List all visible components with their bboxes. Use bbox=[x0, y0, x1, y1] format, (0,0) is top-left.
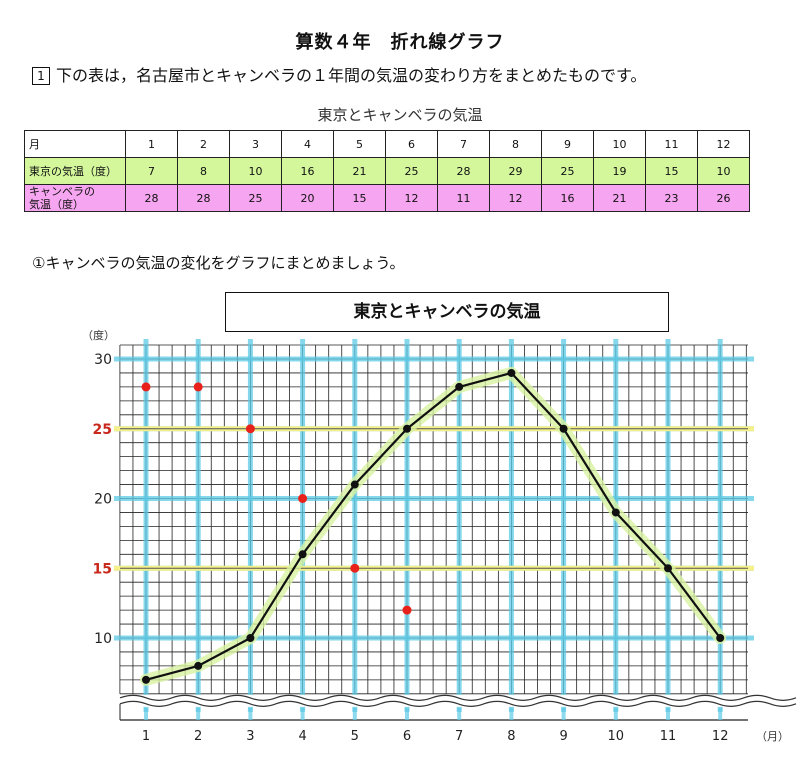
x-tick-label: 5 bbox=[351, 729, 359, 744]
page-title: 算数４年 折れ線グラフ bbox=[295, 32, 505, 53]
month-cell: 10 bbox=[593, 130, 646, 158]
question-text: ①キャンベラの気温の変化をグラフにまとめましょう。 bbox=[32, 254, 405, 272]
x-axis-label: （月） bbox=[756, 730, 789, 743]
canberra-label-line2: 気温（度） bbox=[29, 198, 84, 211]
month-label: 月 bbox=[24, 130, 126, 158]
tokyo-cell: 19 bbox=[593, 157, 646, 185]
month-cell: 12 bbox=[697, 130, 750, 158]
canberra-cell: 28 bbox=[125, 184, 178, 212]
x-tick-label: 2 bbox=[194, 729, 202, 744]
canberra-data-point bbox=[245, 424, 255, 434]
canberra-data-point bbox=[350, 563, 360, 573]
table-caption: 東京とキャンベラの気温 bbox=[317, 106, 483, 124]
problem-text: 下の表は，名古屋市とキャンベラの１年間の気温の変わり方をまとめたものです。 bbox=[56, 66, 647, 85]
tokyo-data-point bbox=[298, 550, 307, 559]
canberra-data-point bbox=[402, 605, 412, 615]
canberra-data-point bbox=[298, 494, 308, 503]
axis-break-line bbox=[119, 694, 797, 701]
tokyo-cell: 29 bbox=[489, 157, 542, 185]
canberra-cell: 20 bbox=[281, 184, 334, 212]
canberra-cell: 12 bbox=[385, 184, 438, 212]
tokyo-data-point bbox=[559, 424, 568, 433]
x-tick-label: 6 bbox=[403, 729, 411, 744]
x-tick-label: 8 bbox=[507, 729, 515, 744]
temperature-table: 月 1 2 3 4 5 6 7 8 9 10 11 12 東京の気温（度） 7 … bbox=[24, 130, 750, 212]
problem-statement: 1 下の表は，名古屋市とキャンベラの１年間の気温の変わり方をまとめたものです。 bbox=[32, 62, 646, 86]
y-tick-label: 20 bbox=[94, 492, 112, 508]
canberra-label: キャンベラの 気温（度） bbox=[24, 184, 126, 212]
tokyo-cell: 25 bbox=[385, 157, 438, 185]
x-tick-label: 3 bbox=[246, 729, 254, 744]
x-tick-label: 7 bbox=[455, 729, 463, 744]
canberra-cell: 26 bbox=[697, 184, 750, 212]
month-cell: 6 bbox=[385, 130, 438, 158]
tokyo-data-point bbox=[194, 661, 203, 670]
canberra-data-point bbox=[193, 382, 203, 392]
tokyo-cell: 10 bbox=[697, 157, 750, 185]
tokyo-data-point bbox=[611, 508, 620, 517]
problem-number-box: 1 bbox=[32, 67, 50, 85]
x-tick-label: 12 bbox=[712, 729, 729, 744]
tokyo-series-line bbox=[145, 371, 722, 681]
month-cell: 1 bbox=[125, 130, 178, 158]
canberra-cell: 12 bbox=[489, 184, 542, 212]
canberra-cell: 23 bbox=[645, 184, 698, 212]
tokyo-cell: 21 bbox=[333, 157, 386, 185]
canberra-cell: 28 bbox=[177, 184, 230, 212]
tokyo-label: 東京の気温（度） bbox=[24, 157, 126, 185]
tokyo-cell: 15 bbox=[645, 157, 698, 185]
y-tick-label: 15 bbox=[93, 561, 112, 577]
y-tick-label: 10 bbox=[94, 631, 112, 647]
axis-break-line bbox=[119, 700, 797, 707]
y-tick-label: 25 bbox=[93, 422, 112, 438]
canberra-cell: 15 bbox=[333, 184, 386, 212]
table-row-tokyo: 東京の気温（度） 7 8 10 16 21 25 28 29 25 19 15 … bbox=[24, 157, 750, 185]
canberra-cell: 25 bbox=[229, 184, 282, 212]
tokyo-cell: 10 bbox=[229, 157, 282, 185]
y-axis-label: （度） bbox=[82, 328, 115, 342]
x-tick-label: 4 bbox=[298, 729, 306, 744]
tokyo-data-point bbox=[142, 675, 150, 684]
table-row-months: 月 1 2 3 4 5 6 7 8 9 10 11 12 bbox=[24, 130, 750, 158]
tokyo-data-point bbox=[455, 382, 464, 391]
tokyo-data-point bbox=[716, 634, 725, 642]
tokyo-cell: 28 bbox=[437, 157, 490, 185]
tokyo-data-point bbox=[246, 634, 255, 642]
x-tick-label: 9 bbox=[559, 729, 567, 744]
x-tick-label: 11 bbox=[660, 729, 677, 744]
tokyo-data-point bbox=[664, 564, 672, 573]
canberra-data-point bbox=[141, 382, 151, 392]
canberra-label-line1: キャンベラの bbox=[29, 185, 95, 198]
canberra-cell: 16 bbox=[541, 184, 594, 212]
x-tick-label: 1 bbox=[142, 729, 150, 744]
tokyo-data-point bbox=[507, 368, 516, 377]
x-tick-label: 10 bbox=[608, 729, 625, 744]
tokyo-data-point bbox=[403, 424, 411, 433]
y-tick-label: 30 bbox=[94, 352, 112, 368]
chart-title: 東京とキャンベラの気温 bbox=[225, 292, 669, 332]
table-row-canberra: キャンベラの 気温（度） 28 28 25 20 15 12 11 12 16 2… bbox=[24, 184, 750, 212]
tokyo-data-point bbox=[350, 480, 359, 489]
tokyo-cell: 25 bbox=[541, 157, 594, 185]
